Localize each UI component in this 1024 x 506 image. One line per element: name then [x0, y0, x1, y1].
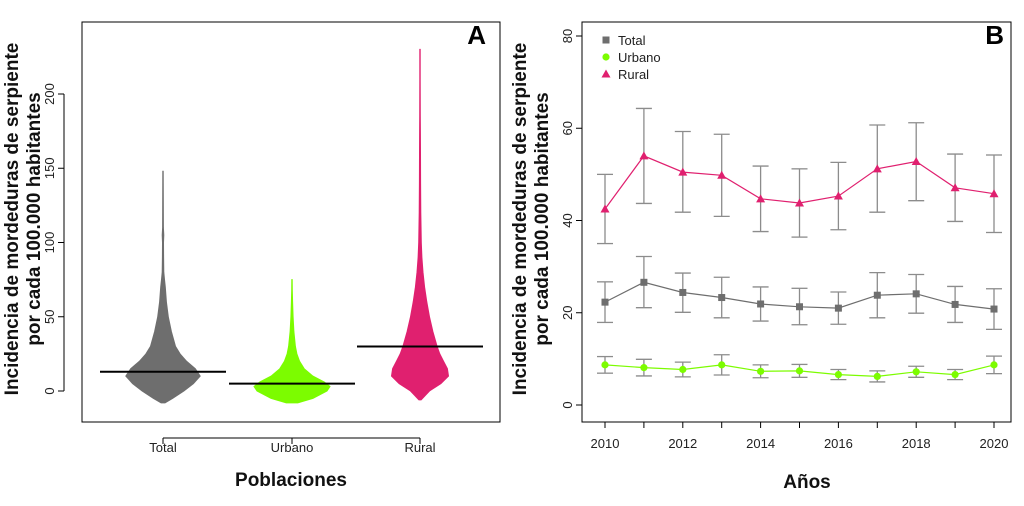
panel-b-line-chart: B 0 20 40 60 80 2010 2012 2014 2016 2018 2020 Tot… [510, 20, 1012, 493]
violin-urbano [253, 279, 331, 404]
point-urbano-2016 [834, 370, 843, 379]
point-rural-2017 [872, 164, 882, 173]
y-tick-label-60: 60 [560, 121, 575, 135]
y-tick-label-20: 20 [560, 306, 575, 320]
point-rural-2015 [795, 198, 804, 207]
x-tick-label-2018: 2018 [902, 436, 931, 451]
point-rural-2016 [833, 191, 843, 200]
point-rural-2014 [756, 194, 766, 203]
panel-a-plot-frame [81, 21, 501, 423]
point-total-2013 [718, 294, 726, 302]
x-tick-label-2012: 2012 [668, 436, 697, 451]
point-urbano-2019 [951, 370, 959, 379]
point-urbano-2010 [601, 361, 609, 369]
point-total-2017 [873, 291, 881, 299]
panel-b-letter: B [985, 20, 1004, 50]
point-total-2020 [990, 305, 998, 313]
panel-b-y-axis-title-line2: por cada 100.000 habitantes [532, 92, 553, 345]
legend-label-total: Total [618, 33, 646, 48]
panel-b-x-axis: 2010 2012 2014 2016 2018 2020 [591, 422, 1009, 451]
x-tick-label-total: Total [149, 440, 177, 455]
y-tick-label-40: 40 [560, 213, 575, 227]
panel-a-y-axis-title-line2: por cada 100.000 habitantes [24, 92, 45, 345]
y-tick-label-0: 0 [560, 401, 575, 408]
point-urbano-2014 [757, 367, 765, 375]
point-total-2012 [679, 288, 687, 296]
panel-b-y-axis-title-line1: Incidencia de mordeduras de serpiente [510, 43, 531, 396]
legend-item-rural: Rural [601, 67, 649, 82]
panel-a-y-axis-title-line1: Incidencia de mordeduras de serpiente [2, 43, 23, 396]
y-tick-label-0: 0 [42, 387, 57, 394]
point-rural-2020 [989, 189, 999, 198]
point-total-2019 [951, 300, 959, 308]
legend-item-urbano: Urbano [602, 50, 661, 65]
violin-rural [390, 48, 450, 401]
point-urbano-2011 [640, 364, 648, 372]
panel-b-x-axis-title: Años [783, 472, 831, 493]
x-tick-label-rural: Rural [404, 440, 435, 455]
panel-a-x-axis: Total Urbano Rural [149, 437, 436, 455]
panel-b-plot-frame [581, 21, 1012, 423]
panel-a-violin-chart: A 0 50 100 150 200 Total Urbano Rural Incidenc… [2, 20, 501, 491]
x-tick-label-2010: 2010 [591, 436, 620, 451]
x-tick-label-2014: 2014 [746, 436, 775, 451]
point-rural-2013 [717, 170, 727, 179]
point-total-2018 [912, 290, 920, 298]
legend-label-urbano: Urbano [618, 50, 661, 65]
panel-a-x-axis-title: Poblaciones [235, 470, 347, 491]
point-rural-2019 [950, 183, 960, 192]
panel-a-violins [100, 48, 483, 404]
y-tick-label-80: 80 [560, 29, 575, 43]
y-tick-label-150: 150 [42, 157, 57, 179]
point-total-2011 [640, 278, 648, 286]
point-rural-2010 [600, 204, 610, 213]
legend-item-total: Total [602, 33, 646, 48]
legend-marker-total [602, 36, 610, 44]
panel-b-series [597, 107, 1002, 383]
point-total-2014 [757, 300, 765, 308]
panel-b-y-axis: 0 20 40 60 80 [560, 29, 583, 409]
point-rural-2018 [911, 156, 921, 165]
y-tick-label-50: 50 [42, 310, 57, 324]
legend-marker-urbano [602, 53, 610, 61]
x-tick-label-2016: 2016 [824, 436, 853, 451]
y-tick-label-200: 200 [42, 83, 57, 105]
point-total-2015 [796, 303, 803, 311]
point-total-2016 [834, 304, 842, 312]
x-tick-label-urbano: Urbano [271, 440, 314, 455]
point-urbano-2012 [679, 365, 687, 374]
y-tick-label-100: 100 [42, 232, 57, 254]
legend-label-rural: Rural [618, 67, 649, 82]
legend-marker-rural [601, 69, 611, 78]
point-rural-2012 [678, 167, 688, 176]
point-rural-2011 [639, 151, 649, 160]
point-urbano-2017 [873, 372, 881, 381]
violin-total [125, 170, 201, 404]
x-tick-label-2020: 2020 [980, 436, 1009, 451]
point-urbano-2020 [990, 361, 998, 369]
panel-a-letter: A [467, 20, 486, 50]
point-urbano-2018 [912, 368, 920, 376]
panel-a-y-axis: 0 50 100 150 200 [42, 83, 65, 395]
point-urbano-2015 [795, 367, 804, 375]
point-urbano-2013 [718, 361, 726, 369]
panel-b-legend: Total Urbano Rural [601, 33, 661, 82]
point-total-2010 [601, 298, 609, 306]
